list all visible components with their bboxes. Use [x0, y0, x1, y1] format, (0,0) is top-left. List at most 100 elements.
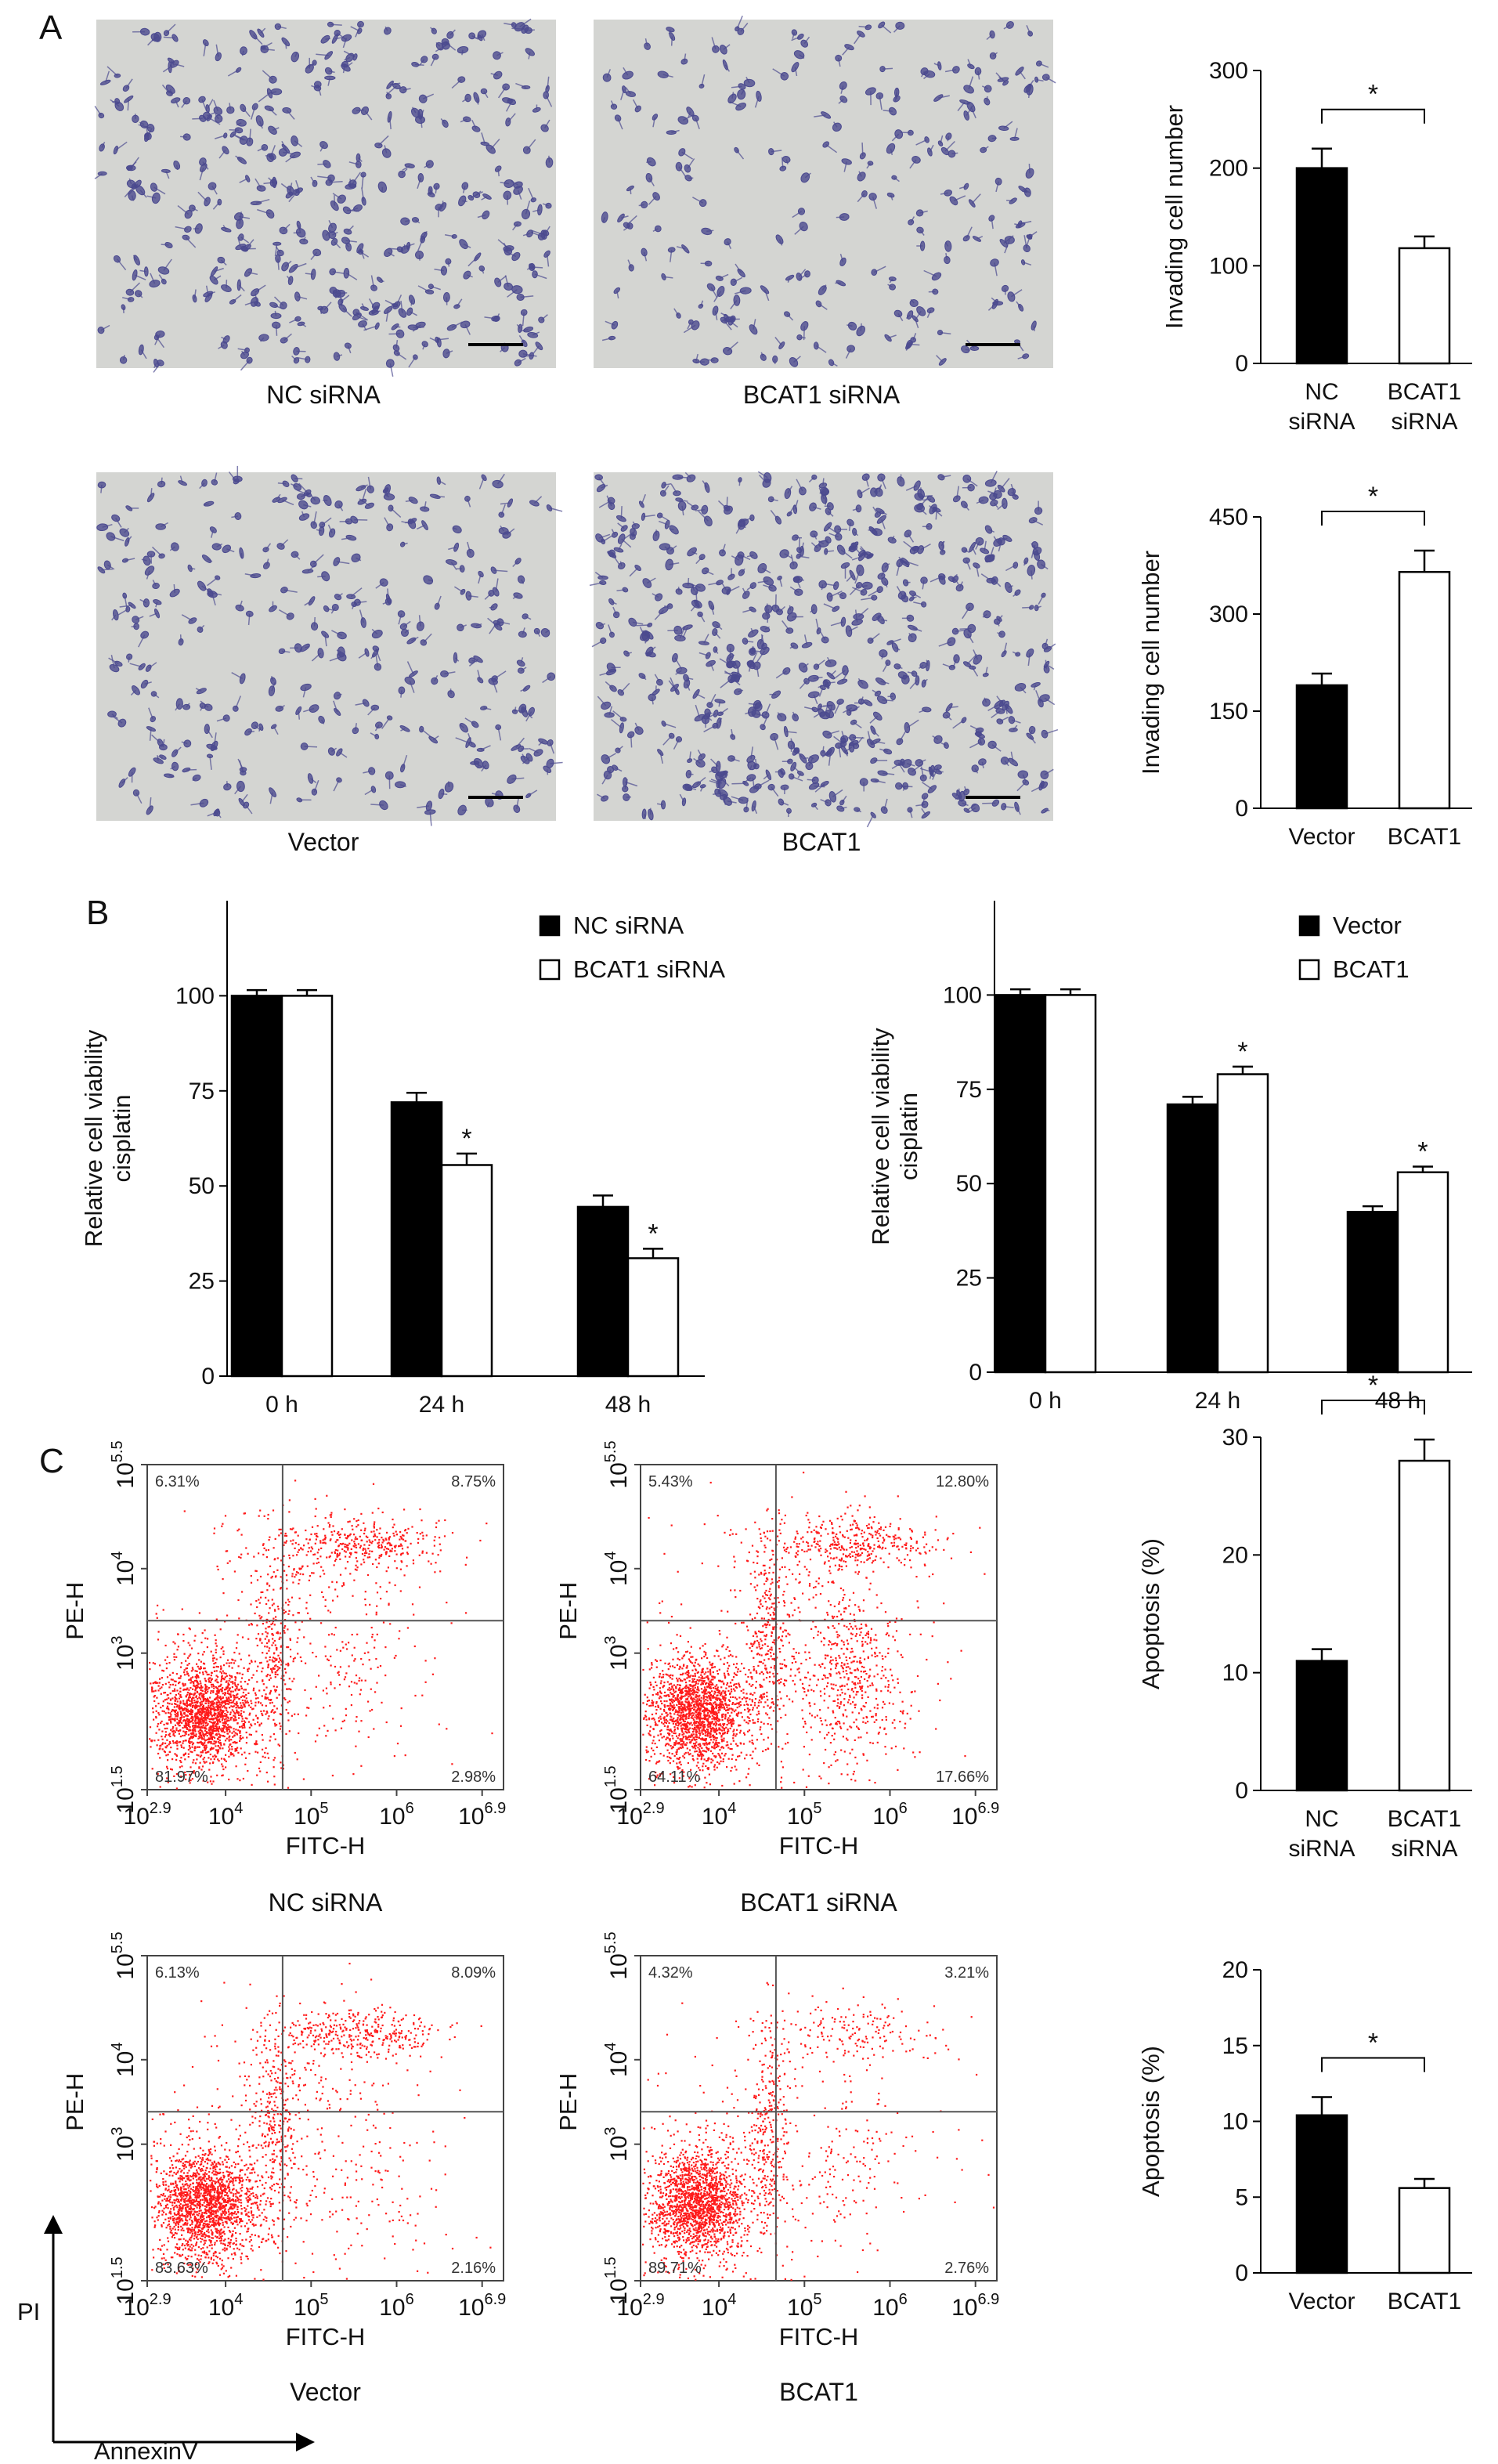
event-dot	[287, 1599, 290, 1601]
cell-process	[400, 690, 402, 698]
event-dot	[161, 1686, 163, 1689]
cell-process	[206, 112, 216, 117]
event-dot	[216, 1709, 218, 1711]
event-dot	[166, 1744, 168, 1747]
event-dot	[180, 1717, 182, 1719]
event-dot	[255, 1740, 258, 1743]
event-dot	[228, 1755, 230, 1758]
event-dot	[200, 1700, 203, 1703]
cell-process	[789, 605, 792, 611]
cell-process	[517, 190, 522, 200]
event-dot	[228, 1680, 230, 1682]
event-dot	[192, 1722, 194, 1725]
event-dot	[256, 1681, 258, 1683]
cell-process	[240, 359, 251, 371]
event-dot	[198, 1687, 201, 1689]
event-dot	[218, 1740, 221, 1742]
event-dot	[185, 1660, 187, 1662]
cell-process	[546, 254, 550, 267]
cell-process	[670, 36, 673, 46]
cell-process	[255, 198, 270, 204]
cell	[431, 677, 439, 685]
event-dot	[229, 1711, 232, 1714]
cell	[311, 788, 318, 796]
event-dot	[279, 1632, 281, 1635]
event-dot	[178, 1741, 180, 1743]
cell-process	[351, 207, 359, 211]
cell-process	[412, 324, 421, 332]
event-dot	[191, 1732, 193, 1735]
event-dot	[176, 1704, 179, 1707]
event-dot	[213, 1685, 215, 1687]
event-dot	[243, 1667, 245, 1669]
event-dot	[213, 1663, 215, 1665]
cell	[468, 32, 476, 40]
event-dot	[199, 1705, 201, 1707]
event-dot	[272, 1638, 274, 1640]
event-dot	[233, 1695, 236, 1697]
event-dot	[204, 1714, 206, 1717]
cell-process	[543, 119, 550, 128]
event-dot	[209, 1753, 211, 1756]
event-dot	[255, 1730, 258, 1732]
event-dot	[208, 1702, 210, 1705]
event-dot	[211, 1761, 215, 1764]
event-dot	[283, 1631, 286, 1634]
event-dot	[153, 1718, 155, 1721]
event-dot	[304, 1689, 306, 1692]
cell-process	[140, 349, 147, 359]
event-dot	[229, 1675, 231, 1677]
cell-process	[232, 294, 242, 302]
event-dot	[224, 1693, 226, 1695]
event-dot	[225, 1722, 227, 1725]
event-dot	[219, 1628, 222, 1631]
event-dot	[221, 1712, 224, 1714]
event-dot	[174, 1713, 176, 1715]
event-dot	[195, 1733, 197, 1736]
cell-process	[483, 91, 489, 99]
event-dot	[266, 1642, 269, 1645]
cell-process	[446, 350, 453, 354]
event-dot	[224, 1676, 226, 1678]
cell-process	[110, 99, 120, 107]
event-dot	[218, 1734, 221, 1736]
event-dot	[167, 1759, 169, 1761]
event-dot	[149, 1726, 152, 1729]
cell-process	[293, 262, 307, 269]
event-dot	[240, 1696, 242, 1698]
event-dot	[262, 1710, 265, 1712]
event-dot	[231, 1658, 233, 1660]
cell-process	[528, 52, 531, 60]
event-dot	[179, 1729, 182, 1732]
event-dot	[188, 1744, 190, 1747]
event-dot	[285, 1671, 287, 1674]
event-dot	[176, 1700, 179, 1703]
event-dot	[228, 1701, 230, 1703]
cell-process	[430, 27, 435, 32]
cell-process	[180, 135, 187, 138]
event-dot	[153, 1696, 155, 1698]
event-dot	[196, 1675, 198, 1678]
cell-process	[203, 42, 207, 56]
cell-process	[294, 52, 298, 57]
event-dot	[179, 1666, 182, 1668]
cell-process	[729, 648, 731, 659]
event-dot	[334, 1687, 336, 1689]
cell-process	[497, 86, 507, 99]
event-dot	[179, 1675, 182, 1678]
event-dot	[172, 1709, 175, 1711]
event-dot	[248, 1714, 251, 1716]
event-dot	[175, 1787, 178, 1790]
event-dot	[219, 1708, 222, 1711]
event-dot	[170, 1729, 172, 1731]
cell-process	[342, 63, 346, 74]
event-dot	[217, 1682, 219, 1684]
cell-process	[257, 146, 265, 152]
cell-process	[449, 29, 456, 36]
event-dot	[247, 1704, 250, 1707]
event-dot	[215, 1756, 217, 1758]
event-dot	[309, 1697, 312, 1700]
event-dot	[214, 1713, 216, 1715]
event-dot	[240, 1677, 244, 1679]
event-dot	[257, 1697, 259, 1700]
